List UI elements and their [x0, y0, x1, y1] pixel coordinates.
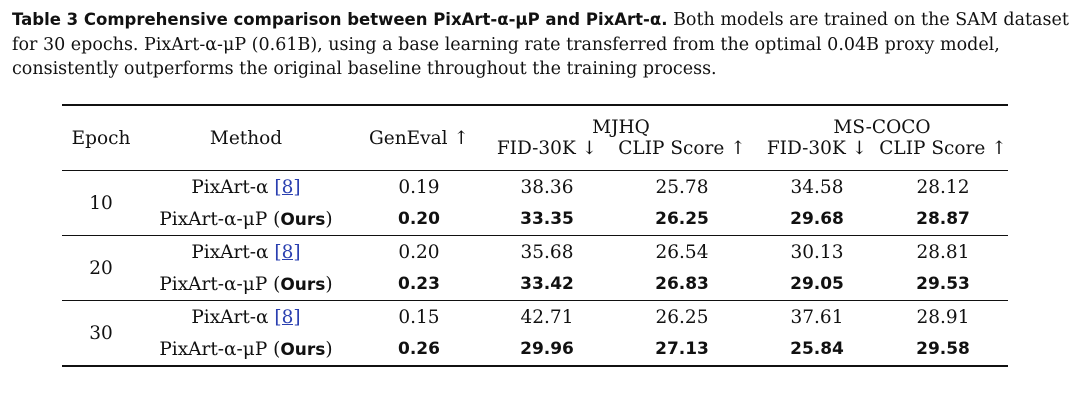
value-geneval: 0.26 [398, 339, 440, 359]
header-fid-mjhq: FID-30K ↓ [496, 138, 598, 159]
value-fid-coco: 30.13 [790, 241, 844, 263]
value-fid-mjhq: 33.35 [520, 209, 574, 229]
citation-link[interactable]: [8] [274, 306, 301, 328]
method-name: PixArt-α-μP ( [159, 338, 281, 360]
value-fid-mjhq: 35.68 [520, 241, 574, 263]
value-geneval: 0.23 [398, 274, 440, 294]
table-caption: Table 3 Comprehensive comparison between… [12, 8, 1074, 82]
value-fid-coco: 34.58 [790, 176, 844, 198]
header-method: Method [209, 127, 283, 149]
table-row: PixArt-α-μP (Ours) 0.20 33.35 26.25 29.68 28.… [62, 203, 1008, 236]
value-clip-coco: 29.58 [916, 339, 970, 359]
caption-text: Both models are trained on the SAM datas… [12, 10, 1069, 79]
table-row: PixArt-α-μP (Ours) 0.26 29.96 27.13 25.84 29.… [62, 333, 1008, 366]
value-clip-mjhq: 26.25 [655, 306, 709, 328]
method-cell: PixArt-α [8] [140, 236, 352, 269]
header-epoch: Epoch [71, 127, 131, 149]
method-cell: PixArt-α-μP (Ours) [159, 338, 333, 360]
header-row-2: FID-30K ↓ CLIP Score ↑ FID-30K ↓ CLIP Sc… [62, 138, 1008, 171]
value-clip-mjhq: 26.83 [655, 274, 709, 294]
header-clip-mjhq: CLIP Score ↑ [618, 138, 746, 159]
value-geneval: 0.20 [398, 241, 440, 263]
header-mscoco: MS-COCO [833, 117, 931, 138]
table-row: 20 PixArt-α [8] 0.20 35.68 26.54 30.13 28.81 [62, 235, 1008, 279]
citation-link[interactable]: [8] [274, 241, 301, 263]
value-fid-mjhq: 33.42 [520, 274, 574, 294]
method-cell: PixArt-α [8] [140, 301, 352, 334]
value-clip-coco: 28.81 [916, 241, 970, 263]
ours-label: Ours [280, 274, 326, 295]
value-geneval: 0.19 [398, 176, 440, 198]
epoch-cell: 20 [89, 257, 113, 279]
method-name: PixArt-α-μP ( [159, 208, 281, 230]
epoch-cell: 30 [62, 300, 140, 367]
value-clip-coco: 29.53 [916, 274, 970, 294]
value-fid-coco: 29.68 [790, 209, 844, 229]
header-mjhq: MJHQ [592, 117, 650, 138]
value-clip-mjhq: 25.78 [655, 176, 709, 198]
value-clip-coco: 28.12 [916, 176, 970, 198]
method-name: PixArt-α [191, 306, 269, 328]
header-fid-coco: FID-30K ↓ [766, 138, 868, 159]
value-clip-mjhq: 26.54 [655, 241, 709, 263]
epoch-cell: 10 [89, 192, 113, 214]
table-row: 10 PixArt-α [8] 0.19 38.36 25.78 34.58 28.12 [62, 170, 1008, 214]
method-cell: PixArt-α [8] [140, 171, 352, 204]
value-fid-coco: 29.05 [790, 274, 844, 294]
value-fid-mjhq: 42.71 [520, 306, 574, 328]
value-geneval: 0.20 [398, 209, 440, 229]
value-clip-mjhq: 27.13 [655, 339, 709, 359]
value-fid-coco: 37.61 [790, 306, 844, 328]
value-fid-mjhq: 38.36 [520, 176, 574, 198]
table-row: 30 PixArt-α [8] 0.15 42.71 26.25 37.61 28.91 [62, 300, 1008, 367]
method-name: PixArt-α-μP ( [159, 273, 281, 295]
value-fid-mjhq: 29.96 [520, 339, 574, 359]
header-clip-coco: CLIP Score ↑ [879, 138, 1007, 159]
value-geneval: 0.15 [398, 306, 440, 328]
value-fid-coco: 25.84 [790, 339, 844, 359]
value-clip-mjhq: 26.25 [655, 209, 709, 229]
citation-link[interactable]: [8] [274, 176, 301, 198]
method-cell: PixArt-α-μP (Ours) [159, 273, 333, 295]
ours-label: Ours [280, 209, 326, 230]
ours-label: Ours [280, 339, 326, 360]
comparison-table: Epoch Method GenEval ↑ MJHQ MS-COCO FID-… [62, 104, 1008, 367]
value-clip-coco: 28.91 [916, 306, 970, 328]
value-clip-coco: 28.87 [916, 209, 970, 229]
caption-label: Table 3 Comprehensive comparison between… [12, 10, 668, 29]
table-row: PixArt-α-μP (Ours) 0.23 33.42 26.83 29.05 29.… [62, 268, 1008, 301]
header-row-1: Epoch Method GenEval ↑ MJHQ MS-COCO [62, 105, 1008, 149]
header-geneval: GenEval ↑ [369, 127, 469, 149]
method-name: PixArt-α [191, 176, 269, 198]
method-cell: PixArt-α-μP (Ours) [159, 208, 333, 230]
method-name: PixArt-α [191, 241, 269, 263]
comparison-table-wrap: Epoch Method GenEval ↑ MJHQ MS-COCO FID-… [62, 104, 1008, 367]
